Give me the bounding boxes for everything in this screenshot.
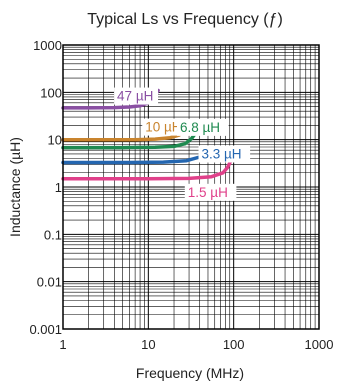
series-label-background [114, 87, 159, 105]
y-tick-label: 100 [40, 85, 62, 100]
series-label: 47 µH [117, 89, 153, 104]
y-axis-label: Inductance (µH) [7, 137, 23, 237]
series-label: 3.3 µH [202, 147, 242, 162]
y-tick-label: 1000 [33, 38, 62, 53]
x-tick-label: 1000 [305, 337, 334, 352]
x-tick-label: 10 [141, 337, 155, 352]
y-tick-label: 0.1 [44, 227, 62, 242]
series-label-background [198, 145, 251, 163]
x-tick-label: 100 [223, 337, 245, 352]
y-tick-label: 0.001 [29, 322, 62, 337]
series-label: 10 µH [145, 120, 181, 135]
series-line [61, 159, 233, 181]
series-labels: 47 µH 10 µH6.8 µH 3.3 µH 1.5 µH [114, 87, 251, 201]
series-label-background [176, 118, 229, 136]
chart-title: Typical Ls vs Frequency (ƒ) [87, 11, 283, 28]
series-label-background [184, 183, 237, 201]
x-axis-label: Frequency (MHz) [136, 365, 244, 381]
y-tick-label: 0.01 [37, 275, 62, 290]
series-label-background [142, 118, 187, 136]
y-tick-labels: 1000 100 10 1 0.1 0.01 0.001 [29, 38, 62, 337]
y-tick-label: 1 [55, 180, 62, 195]
series-line [61, 145, 213, 165]
y-tick-label: 10 [48, 133, 62, 148]
x-tick-labels: 1 10 100 1000 [59, 337, 333, 352]
series-line [61, 132, 197, 150]
series-label: 1.5 µH [188, 185, 228, 200]
plot-frame [62, 44, 320, 330]
x-tick-label: 1 [59, 337, 66, 352]
series-label: 6.8 µH [180, 120, 220, 135]
